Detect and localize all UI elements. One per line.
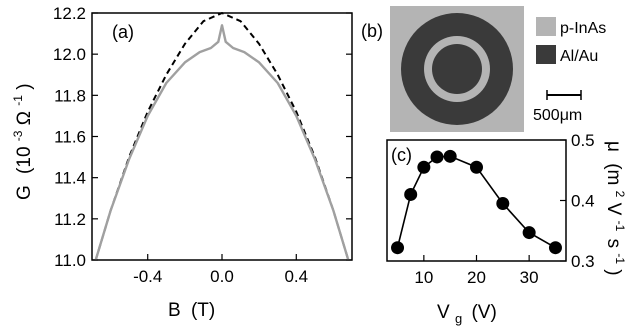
panel-a-label: (a) — [112, 22, 134, 42]
panel-c-data-point — [404, 187, 418, 201]
inner-contact-disc — [432, 44, 482, 94]
panel-c-data-point — [430, 150, 444, 164]
panel-c-data-point — [548, 241, 562, 255]
legend-swatch-alau — [536, 45, 556, 64]
panel-c-x-axis-label: V g (V) — [437, 302, 497, 327]
panel-a-x-tick-label: 0.0 — [210, 267, 234, 286]
panel-a-y-tick-label: 11.2 — [54, 210, 86, 229]
panel-c-data-point — [522, 226, 536, 240]
panel-c-x-tick-label: 30 — [520, 268, 539, 287]
panel-b: (b) p-InAs Al/Au 500μm — [361, 6, 606, 132]
panel-c-data-point — [470, 160, 483, 174]
panel-a-series-data-line — [94, 24, 350, 261]
panel-a-y-tick-label: 11.0 — [54, 251, 86, 270]
panel-c-y-axis-label: μ (m 2 V -1 s -1 ) — [603, 141, 632, 276]
panel-a-frame — [91, 12, 353, 261]
panel-c-y-tick-label: 0.4 — [571, 192, 595, 211]
panel-c: 10 20 30 0.3 0.4 0.5 (c) V g (V) μ (m 2 V -1 … — [386, 131, 632, 327]
legend-label-inas: p-InAs — [560, 20, 606, 37]
scale-bar-label: 500μm — [533, 107, 582, 124]
panel-a-series-fit-line — [94, 12, 350, 261]
panel-a-x-tick-label: -0.4 — [133, 267, 162, 286]
panel-a-y-tick-label: 11.8 — [54, 86, 86, 105]
legend-swatch-inas — [536, 17, 556, 36]
panel-c-label: (c) — [391, 145, 412, 165]
panel-a-y-tick-label: 11.4 — [54, 169, 86, 188]
panel-c-x-tick-label: 10 — [414, 268, 433, 287]
panel-a-x-tick-label: 0.4 — [284, 267, 308, 286]
panel-c-frame — [386, 139, 567, 262]
panel-c-data-point — [417, 160, 431, 174]
panel-a-x-axis-label: B (T) — [168, 300, 215, 321]
panel-c-x-tick-label: 20 — [467, 268, 486, 287]
panel-b-label: (b) — [361, 21, 383, 41]
panel-a-y-tick-label: 12.0 — [53, 45, 86, 64]
panel-c-y-tick-label: 0.3 — [571, 252, 595, 271]
panel-a-y-tick-label: 11.6 — [54, 128, 86, 147]
panel-a: -0.4 0.0 0.4 11.0 11.2 11.4 11.6 11.8 12.0 12.2 (… — [6, 4, 353, 321]
panel-c-data-point — [391, 241, 405, 255]
panel-c-data-point — [443, 149, 457, 163]
panel-c-data-point — [496, 197, 510, 211]
panel-a-y-axis-label: G (10 -3 Ω -1 ) — [6, 83, 35, 200]
legend-label-alau: Al/Au — [560, 48, 598, 65]
panel-a-y-tick-label: 12.2 — [53, 4, 86, 23]
panel-c-y-tick-label: 0.5 — [571, 131, 595, 150]
